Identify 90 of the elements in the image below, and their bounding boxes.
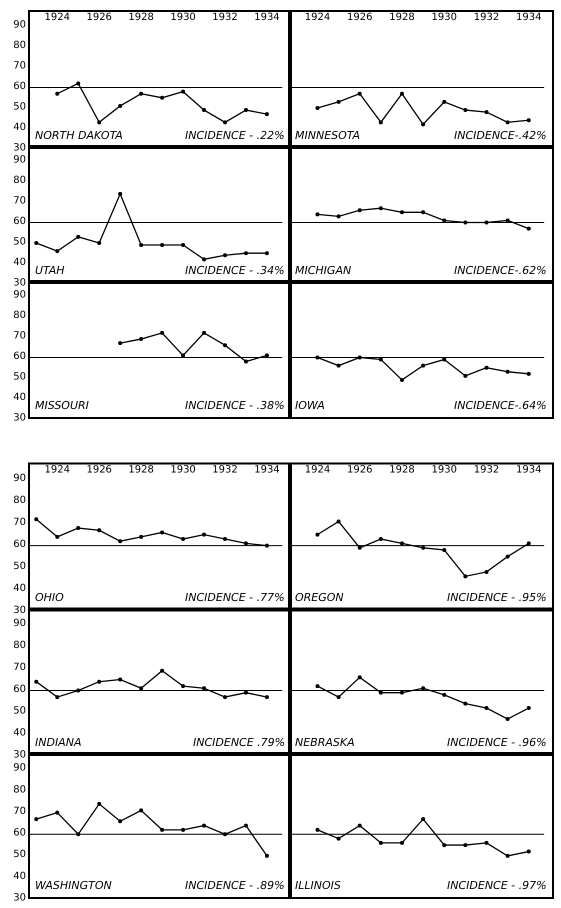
y-tick-label: 50 xyxy=(13,849,26,860)
annotation: INCIDENCE - .77% xyxy=(185,591,285,604)
y-tick-label: 40 xyxy=(13,256,26,268)
y-tick-label: 50 xyxy=(13,560,26,572)
annotation: INCIDENCE-.62% xyxy=(454,264,547,277)
x-tick-label: 1928 xyxy=(128,12,154,23)
x-tick-label: 1934 xyxy=(254,464,280,476)
x-tick-label: 1924 xyxy=(44,464,70,476)
y-tick-label: 80 xyxy=(13,495,26,506)
x-tick-label: 1924 xyxy=(304,12,330,23)
y-tick-label: 40 xyxy=(13,122,26,133)
x-tick-label: 1934 xyxy=(516,464,542,476)
y-tick-label: 70 xyxy=(13,516,26,528)
annotation: INCIDENCE-.64% xyxy=(454,399,547,412)
y-tick-label: 30 xyxy=(13,892,26,904)
x-tick-label: 1926 xyxy=(347,12,372,23)
annotation: INCIDENCE-.42% xyxy=(454,129,547,142)
x-tick-label: 1928 xyxy=(128,464,154,476)
y-tick-label: 40 xyxy=(13,582,26,594)
annotation: INCIDENCE - .22% xyxy=(185,129,285,142)
annotation: IOWA xyxy=(295,399,325,412)
x-tick-label: 1930 xyxy=(432,464,457,476)
x-tick-label: 1928 xyxy=(389,464,415,476)
y-tick-label: 90 xyxy=(13,154,26,166)
x-tick-label: 1930 xyxy=(432,12,457,23)
y-tick-label: 70 xyxy=(13,330,26,342)
annotation: OREGON xyxy=(295,591,344,604)
annotation: MISSOURI xyxy=(35,399,89,412)
y-tick-label: 70 xyxy=(13,196,26,207)
annotation: UTAH xyxy=(35,264,65,277)
annotation: INCIDENCE - .38% xyxy=(185,399,285,412)
x-tick-label: 1932 xyxy=(212,464,238,476)
y-tick-label: 60 xyxy=(13,216,26,227)
y-tick-label: 50 xyxy=(13,371,26,382)
annotation: INCIDENCE - .97% xyxy=(447,879,547,892)
annotation: MINNESOTA xyxy=(295,129,360,142)
x-tick-label: 1930 xyxy=(170,12,196,23)
y-tick-label: 70 xyxy=(13,806,26,817)
y-tick-label: 90 xyxy=(13,290,26,301)
y-tick-label: 70 xyxy=(13,60,26,72)
x-tick-label: 1932 xyxy=(474,12,500,23)
y-tick-label: 80 xyxy=(13,310,26,322)
annotation: INCIDENCE - .89% xyxy=(185,879,285,892)
annotation: INCIDENCE - .34% xyxy=(185,264,285,277)
x-tick-label: 1924 xyxy=(304,464,330,476)
annotation: INCIDENCE .79% xyxy=(193,736,286,749)
x-tick-label: 1934 xyxy=(254,12,280,23)
annotation: INCIDENCE - .96% xyxy=(447,736,547,749)
y-tick-label: 50 xyxy=(13,236,26,248)
y-tick-label: 90 xyxy=(13,762,26,774)
x-tick-label: 1934 xyxy=(516,12,542,23)
x-tick-label: 1926 xyxy=(86,464,112,476)
y-tick-label: 30 xyxy=(13,604,26,616)
y-tick-label: 30 xyxy=(13,277,26,288)
y-tick-label: 90 xyxy=(13,473,26,484)
annotation: OHIO xyxy=(35,591,64,604)
annotation: MICHIGAN xyxy=(295,264,352,277)
y-tick-label: 30 xyxy=(13,412,26,424)
y-tick-label: 60 xyxy=(13,350,26,362)
y-tick-label: 80 xyxy=(13,175,26,186)
y-tick-label: 40 xyxy=(13,392,26,403)
x-tick-label: 1930 xyxy=(170,464,196,476)
y-tick-label: 90 xyxy=(13,618,26,629)
y-tick-label: 60 xyxy=(13,538,26,550)
y-tick-label: 80 xyxy=(13,640,26,651)
x-tick-label: 1924 xyxy=(44,12,70,23)
y-tick-label: 90 xyxy=(13,20,26,31)
y-tick-label: 30 xyxy=(13,142,26,154)
x-tick-label: 1926 xyxy=(86,12,112,23)
annotation: NORTH DAKOTA xyxy=(35,129,123,142)
y-tick-label: 50 xyxy=(13,706,26,717)
y-tick-label: 40 xyxy=(13,870,26,882)
annotation: WASHINGTON xyxy=(35,879,112,892)
annotation: NEBRASKA xyxy=(295,736,355,749)
y-tick-label: 80 xyxy=(13,784,26,796)
y-tick-label: 60 xyxy=(13,684,26,695)
y-tick-label: 60 xyxy=(13,828,26,839)
y-tick-label: 80 xyxy=(13,40,26,52)
x-tick-label: 1932 xyxy=(212,12,238,23)
x-tick-label: 1932 xyxy=(474,464,500,476)
x-tick-label: 1928 xyxy=(389,12,415,23)
y-tick-label: 40 xyxy=(13,728,26,739)
y-tick-label: 60 xyxy=(13,81,26,92)
y-tick-label: 30 xyxy=(13,750,26,761)
annotation: INCIDENCE - .95% xyxy=(447,591,547,604)
annotation: ILLINOIS xyxy=(295,879,341,892)
y-tick-label: 50 xyxy=(13,101,26,112)
x-tick-label: 1926 xyxy=(347,464,372,476)
annotation: INDIANA xyxy=(35,736,82,749)
y-tick-label: 70 xyxy=(13,662,26,673)
